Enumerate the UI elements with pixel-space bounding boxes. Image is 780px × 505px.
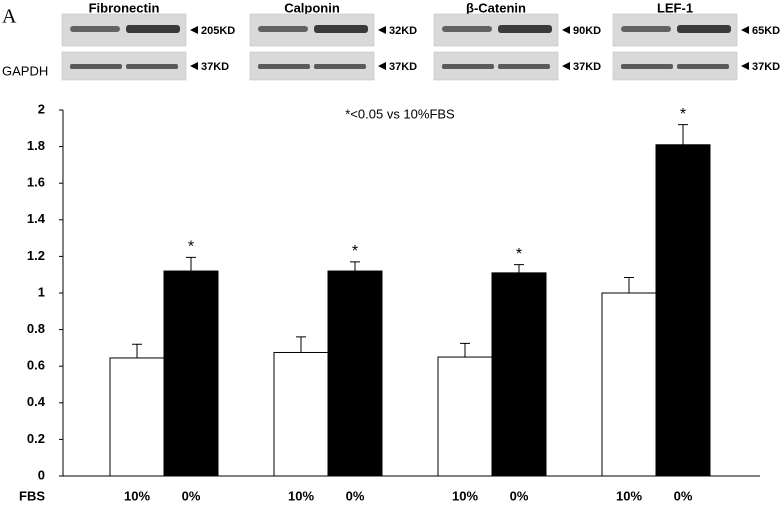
panel-label: A <box>2 6 17 28</box>
error-bar <box>460 342 470 358</box>
control-size: 37KD <box>389 61 417 73</box>
bar <box>273 351 329 477</box>
band-size: 205KD <box>201 25 235 37</box>
band <box>126 25 180 33</box>
error-bar <box>186 256 196 272</box>
x-tick-label: 10% <box>288 488 314 503</box>
x-tick-label: 0% <box>182 488 201 503</box>
band-size: 90KD <box>573 25 601 37</box>
band <box>70 64 122 69</box>
band <box>442 64 494 69</box>
significance-marker: * <box>680 106 686 123</box>
band <box>126 64 178 69</box>
y-tick-label: 0.6 <box>27 358 45 373</box>
bar <box>491 272 547 477</box>
x-label: FBS <box>19 488 45 503</box>
arrow <box>190 62 198 70</box>
band <box>677 25 731 33</box>
band <box>258 64 310 69</box>
y-tick-label: 0 <box>38 467 45 482</box>
arrow <box>190 26 198 34</box>
bar <box>601 292 657 477</box>
control-size: 37KD <box>752 61 780 73</box>
blot-name: Fibronectin <box>89 0 160 15</box>
x-tick-label: 10% <box>452 488 478 503</box>
blot-name: β-Catenin <box>466 0 526 15</box>
significance-marker: * <box>188 239 194 256</box>
x-tick-label: 0% <box>674 488 693 503</box>
blot-name: Calponin <box>284 0 340 15</box>
y-tick-label: 1.8 <box>27 138 45 153</box>
arrow <box>378 26 386 34</box>
error-bar <box>296 336 306 353</box>
control-size: 37KD <box>573 61 601 73</box>
arrow <box>562 62 570 70</box>
x-tick-label: 10% <box>616 488 642 503</box>
arrow <box>741 26 749 34</box>
arrow <box>562 26 570 34</box>
band <box>442 26 492 32</box>
y-tick-label: 1.2 <box>27 248 45 263</box>
band-size: 32KD <box>389 25 417 37</box>
x-tick-label: 0% <box>346 488 365 503</box>
error-bar <box>514 264 524 273</box>
x-tick-label: 0% <box>510 488 529 503</box>
bar <box>437 356 493 477</box>
band <box>498 25 552 33</box>
y-tick-label: 1.6 <box>27 175 45 190</box>
y-tick-label: 0.2 <box>27 431 45 446</box>
control-size: 37KD <box>201 61 229 73</box>
y-tick-label: 0.4 <box>27 394 46 409</box>
significance-marker: * <box>516 246 522 263</box>
band <box>677 64 729 69</box>
control-name: GAPDH <box>2 63 48 78</box>
blot-name: LEF-1 <box>657 0 693 15</box>
band <box>621 64 673 69</box>
arrow <box>378 62 386 70</box>
y-tick-label: 1 <box>38 284 45 299</box>
band <box>314 64 366 69</box>
error-bar <box>132 343 142 358</box>
error-bar <box>678 124 688 145</box>
band <box>70 26 120 32</box>
error-bar <box>350 261 360 272</box>
arrow <box>741 62 749 70</box>
bar <box>655 144 711 477</box>
band <box>314 25 368 33</box>
y-tick-label: 1.4 <box>27 211 46 226</box>
band-size: 65KD <box>752 25 780 37</box>
band <box>258 26 308 32</box>
band <box>498 64 550 69</box>
bar <box>109 357 165 477</box>
y-tick-label: 0.8 <box>27 321 45 336</box>
band <box>621 26 671 32</box>
annotation: *<0.05 vs 10%FBS <box>345 106 455 121</box>
bar <box>163 270 219 477</box>
error-bar <box>624 276 634 293</box>
bar <box>327 270 383 477</box>
significance-marker: * <box>352 243 358 260</box>
y-tick-label: 2 <box>38 101 45 116</box>
x-tick-label: 10% <box>124 488 150 503</box>
